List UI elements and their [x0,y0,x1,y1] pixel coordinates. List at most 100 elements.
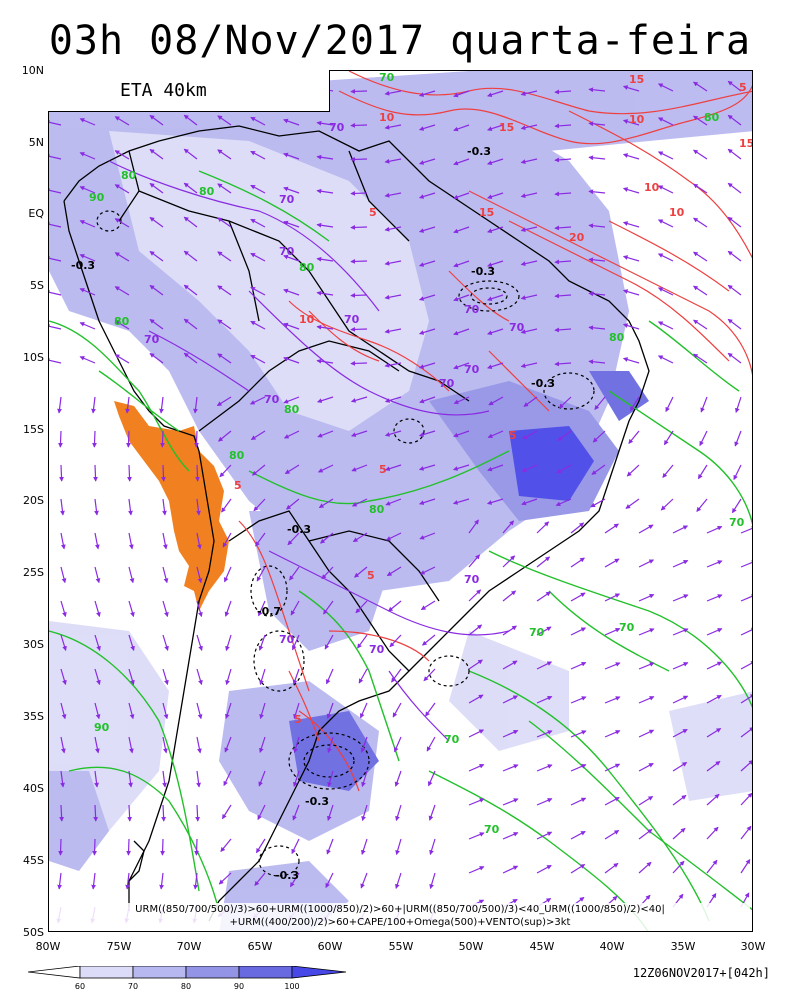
wind-arrow [554,327,572,333]
wind-arrow [326,702,334,719]
wind-arrow [194,430,199,448]
wind-arrow [536,521,550,534]
wind-arrow [196,498,201,516]
wind-arrow [727,80,742,92]
wind-arrow [520,328,538,334]
wind-arrow [128,736,134,754]
wind-arrow [283,288,300,296]
wind-arrow [622,289,640,296]
wind-arrow [79,186,96,194]
cape-label: 10 [629,113,645,126]
wind-arrow [49,187,62,194]
wind-arrow [418,294,436,301]
wind-arrow [453,192,470,200]
wind-arrow [162,668,169,686]
wind-arrow [395,872,402,889]
green-label: 70 [379,71,395,84]
wind-arrow [224,566,232,583]
wind-arrow [283,118,300,126]
wind-arrow [536,764,553,772]
wind-arrow [570,730,587,738]
wind-arrow [692,285,708,296]
wind-arrow [350,361,368,366]
wind-arrow [60,600,67,618]
wind-arrow [487,362,504,370]
wind-arrow [60,498,65,516]
wind-arrow [94,532,100,550]
lat-label: 40S [23,782,44,795]
wind-arrow [49,255,62,262]
wind-arrow [629,396,640,412]
wind-arrow [740,526,752,534]
green-label: 70 [529,626,545,639]
wind-arrow [60,702,67,720]
scale-segment [132,965,187,979]
wind-arrow [395,804,402,822]
wind-arrow [692,319,708,330]
wind-arrow [657,219,674,228]
wind-arrow [196,600,203,618]
wind-arrow [536,730,553,738]
field-legend: URM((850/700/500)/3)>60+URM((1000/850)/2… [50,903,750,931]
wind-arrow [425,702,436,717]
wind-arrow [351,464,368,472]
wind-arrow [49,357,62,364]
wind-arrow [502,729,519,738]
wind-arrow [60,668,67,686]
wind-arrow [350,191,368,196]
wind-arrow [79,220,96,228]
wind-arrow [196,770,201,788]
wind-arrow [114,286,130,296]
formula-line-2: +URM((400/200)/2)>60+CAPE/100+Omega(500)… [229,917,571,928]
wind-arrow [162,702,169,720]
wind-arrow [520,362,538,368]
wind-arrow [79,322,96,330]
wind-arrow [558,396,572,409]
scale-label: 80 [181,982,191,991]
wind-arrow [323,600,334,615]
wind-arrow [731,498,742,514]
wind-arrow [217,217,232,228]
wind-arrow [361,770,368,788]
wind-arrow [554,123,572,129]
omega-label: -0.3 [287,523,311,536]
wind-arrow [419,532,436,540]
wind-arrow [394,736,402,753]
wind-arrow [453,430,470,438]
wind-arrow [487,192,504,200]
lat-label: 35S [23,710,44,723]
wind-arrow [217,251,232,262]
wind-arrow [588,325,606,331]
wind-arrow [217,285,232,296]
lon-label: 55W [388,940,414,953]
green-label: 70 [729,516,745,529]
wind-arrow [350,293,368,298]
wind-arrow [325,872,334,889]
wind-arrow [79,254,96,262]
wind-arrow [570,627,587,636]
wind-arrow [350,396,368,403]
wind-arrow [418,464,436,471]
wind-arrow [554,293,572,299]
wind-arrow [502,555,516,568]
wind-arrow [351,498,368,507]
omega-contours [96,210,595,877]
scale-segment [27,965,81,979]
omega-label: -0.3 [471,265,495,278]
wind-arrow [657,185,674,194]
wind-arrow [57,872,62,890]
lat-label: EQ [28,207,44,220]
wind-arrow [160,838,165,856]
wind-arrow [638,828,653,840]
wind-arrow [453,328,470,336]
wind-arrow [225,634,232,652]
wind-arrow [727,182,742,194]
wind-arrow [128,600,135,618]
lat-label: 50S [23,926,44,939]
wind-arrow [727,148,742,160]
wind-arrow [520,260,538,266]
wind-arrow [149,183,164,194]
wind-arrow [357,634,368,649]
wind-arrow [384,362,402,368]
wind-arrow [521,464,538,472]
